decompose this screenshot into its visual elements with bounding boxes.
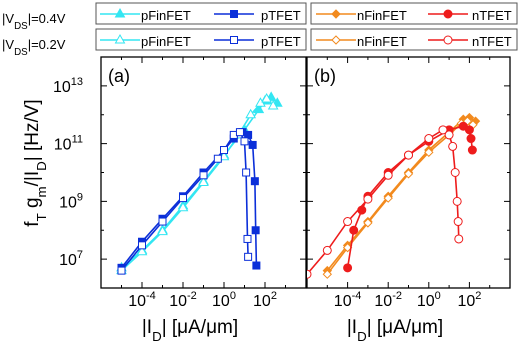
point-ntfet-04V bbox=[465, 126, 473, 134]
legend-row1-condition: |VDS​|=0.4V bbox=[2, 11, 66, 32]
panel-label-b: (b) bbox=[314, 66, 336, 86]
legend-marker-nfinfet bbox=[332, 36, 340, 44]
x-axis-title-b: |ID​| [μA/μm] bbox=[347, 317, 443, 344]
point-ntfet-02V bbox=[455, 235, 463, 243]
legend-label-nfinfet-row1: nFinFET bbox=[357, 8, 407, 23]
x-tick-label-a: 10-4 bbox=[128, 290, 156, 310]
x-tick-label-b: 10-2 bbox=[374, 290, 402, 310]
x-axis-title-a: |ID​| [μA/μm] bbox=[142, 317, 238, 344]
legend-sample-ptfet-row2 bbox=[214, 37, 254, 44]
point-ntfet-02V bbox=[303, 270, 311, 278]
point-ntfet-02V bbox=[451, 169, 459, 177]
legend-label-ptfet-row1: pTFET bbox=[261, 8, 301, 23]
legend-sample-ntfet-row1 bbox=[428, 10, 468, 18]
legend-marker-nfinfet bbox=[332, 10, 340, 18]
legend-row-2: |VDS​|=0.2V pFinFET pTFET nFinFET nTFET bbox=[2, 29, 517, 58]
legend-sample-nfinfet-row1 bbox=[316, 10, 356, 18]
point-ptfet-02V bbox=[243, 169, 250, 176]
x-tick-label-b: 10-4 bbox=[334, 290, 362, 310]
point-ptfet-02V bbox=[244, 235, 251, 242]
x-tick-label-a: 10-2 bbox=[169, 290, 197, 310]
point-ptfet-02V bbox=[221, 147, 228, 154]
y-tick-label: 109 bbox=[59, 191, 83, 211]
panel-label-a: (a) bbox=[108, 66, 130, 86]
panel-a: 10-4 10-2 100 102 107 109 1011 1013 (a) bbox=[53, 57, 306, 310]
x-tick-label-b: 100 bbox=[417, 290, 441, 310]
legend-label-pfinfet-row1: pFinFET bbox=[141, 8, 191, 23]
point-ntfet-02V bbox=[445, 131, 453, 139]
legend-label-ptfet-row2: pTFET bbox=[261, 34, 301, 49]
legend-sample-nfinfet-row2 bbox=[316, 36, 356, 44]
legend-sample-ptfet-row1 bbox=[214, 11, 254, 18]
legend-sample-pfinfet-row1 bbox=[100, 9, 140, 17]
legend-label-pfinfet-row2: pFinFET bbox=[141, 34, 191, 49]
point-ntfet-04V bbox=[468, 146, 476, 154]
point-ptfet-02V bbox=[236, 129, 243, 136]
legend-label-ntfet-row1: nTFET bbox=[472, 8, 512, 23]
legend-marker-pfinfet bbox=[116, 9, 125, 17]
point-ntfet-02V bbox=[323, 246, 331, 254]
point-ptfet-04V bbox=[253, 262, 260, 269]
point-ntfet-02V bbox=[454, 218, 462, 226]
point-ntfet-04V bbox=[344, 264, 352, 272]
legend-sample-ntfet-row2 bbox=[428, 36, 468, 44]
point-ptfet-02V bbox=[245, 253, 252, 260]
point-ptfet-02V bbox=[180, 195, 187, 202]
point-ptfet-02V bbox=[241, 138, 248, 145]
legend-row2-condition: |VDS​|=0.2V bbox=[2, 37, 66, 58]
y-tick-label: 107 bbox=[59, 249, 83, 269]
point-ptfet-02V bbox=[118, 267, 125, 274]
point-ptfet-04V bbox=[249, 141, 256, 148]
y-tick-label: 1011 bbox=[54, 134, 83, 154]
point-ntfet-02V bbox=[364, 195, 372, 203]
x-tick-label-a: 102 bbox=[253, 290, 277, 310]
x-tick-label-b: 102 bbox=[457, 290, 481, 310]
point-ntfet-02V bbox=[425, 135, 433, 143]
panel-b: 10-4 10-2 100 102 (b) bbox=[303, 57, 510, 310]
point-ntfet-02V bbox=[405, 151, 413, 159]
point-ptfet-04V bbox=[251, 178, 258, 185]
legend-label-nfinfet-row2: nFinFET bbox=[357, 34, 407, 49]
legend-marker-pfinfet bbox=[116, 35, 125, 43]
x-tick-label-a: 100 bbox=[212, 290, 236, 310]
legend-sample-pfinfet-row2 bbox=[100, 35, 140, 43]
point-ptfet-02V bbox=[200, 172, 207, 179]
point-ptfet-02V bbox=[139, 242, 146, 249]
point-ptfet-04V bbox=[252, 227, 259, 234]
point-ntfet-02V bbox=[453, 197, 461, 205]
legend-marker-ntfet bbox=[444, 10, 452, 18]
point-ntfet-04V bbox=[467, 135, 475, 143]
legend-label-ntfet-row2: nTFET bbox=[472, 34, 512, 49]
point-ntfet-02V bbox=[449, 142, 457, 150]
legend-row-1: |VDS​|=0.4V pFinFET pTFET nFinFET nTFET bbox=[2, 3, 517, 32]
point-ntfet-02V bbox=[384, 171, 392, 179]
point-ptfet-02V bbox=[214, 155, 221, 162]
legend-marker-ptfet bbox=[231, 37, 238, 44]
y-axis-title: fT​ gm​/|ID​| [Hz/V] bbox=[22, 99, 49, 226]
legend-marker-ptfet bbox=[231, 11, 238, 18]
y-tick-label: 1013 bbox=[53, 76, 83, 96]
legend-marker-ntfet bbox=[444, 36, 452, 44]
point-ntfet-04V bbox=[350, 226, 358, 234]
point-ntfet-02V bbox=[344, 218, 352, 226]
point-ptfet-02V bbox=[159, 218, 166, 225]
